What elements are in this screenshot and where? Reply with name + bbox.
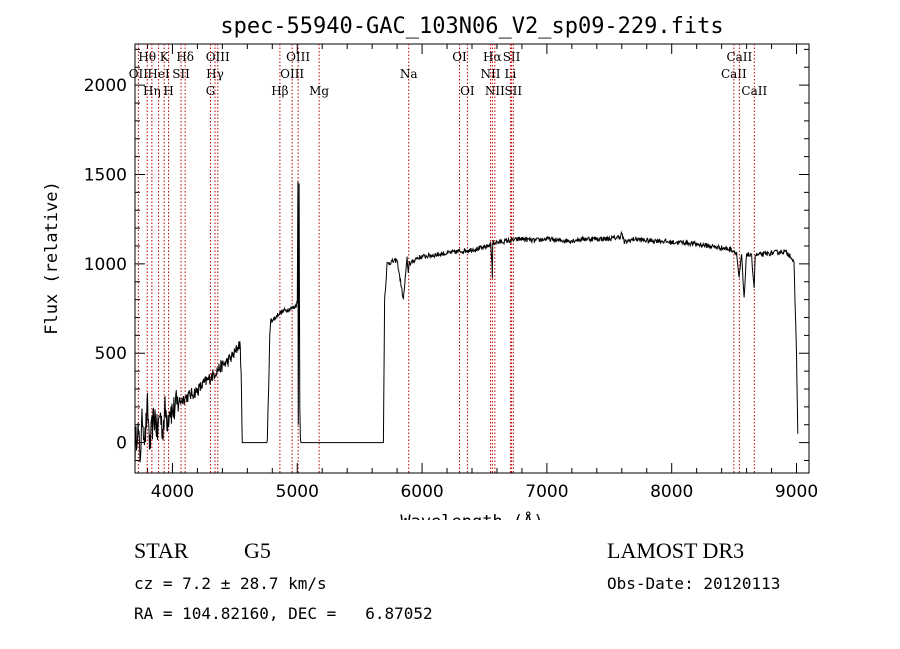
spectral-line-label: SII xyxy=(172,67,190,81)
spectral-line-label: CaII xyxy=(741,84,767,98)
spectral-line-label: Hη xyxy=(143,84,161,98)
spectral-line-label: NII xyxy=(480,67,500,81)
flux-series xyxy=(134,181,799,465)
spectral-line-label: HeI xyxy=(147,67,170,81)
spectral-line-label: OI xyxy=(460,84,475,98)
x-tick-label: 7000 xyxy=(525,482,568,502)
x-tick-label: 9000 xyxy=(775,482,818,502)
spectrum-chart: spec-55940-GAC_103N06_V2_sp09-229.fits 4… xyxy=(42,14,818,520)
y-tick-label: 1500 xyxy=(84,165,127,185)
y-tick-label: 1000 xyxy=(84,255,127,275)
redshift-cz: cz = 7.2 ± 28.7 km/s xyxy=(134,574,327,593)
y-tick-label: 0 xyxy=(116,434,127,454)
spectral-line-label: Mg xyxy=(309,84,329,98)
chart-title: spec-55940-GAC_103N06_V2_sp09-229.fits xyxy=(220,14,723,39)
x-tick-label: 6000 xyxy=(400,482,443,502)
y-tick-label: 500 xyxy=(95,344,127,364)
spectral-line-label: NII xyxy=(485,84,505,98)
spectral-line-label: Hγ xyxy=(206,67,224,81)
y-tick-label: 2000 xyxy=(84,76,127,96)
x-tick-label: 5000 xyxy=(276,482,319,502)
plot-frame xyxy=(134,43,810,474)
object-subclass: G5 xyxy=(244,538,271,563)
spectral-line-label: Hθ xyxy=(138,50,156,64)
spectral-line-label: CaII xyxy=(726,50,752,64)
x-tick-label: 4000 xyxy=(151,482,194,502)
x-axis-label: Wavelength (Å) xyxy=(400,510,543,520)
spectral-line-label: OIII xyxy=(280,67,304,81)
observation-date: Obs-Date: 20120113 xyxy=(607,574,781,593)
object-class: STAR xyxy=(134,538,189,563)
flux-line xyxy=(134,181,799,465)
chart-axes: 4000 5000 6000 7000 8000 9000 0 500 1000 1500 2000 xyxy=(84,43,818,502)
spectral-line-label: OII xyxy=(129,67,149,81)
spectral-line-label: OIII xyxy=(286,50,310,64)
x-tick-label: 8000 xyxy=(650,482,693,502)
spectral-line-label: OI xyxy=(452,50,467,64)
spectral-line-label: H xyxy=(163,84,173,98)
spectral-line-label: K xyxy=(160,50,170,64)
spectral-line-label: Hβ xyxy=(271,84,288,98)
spectral-line-label: G xyxy=(206,84,216,98)
spectral-line-label: Hα xyxy=(483,50,502,64)
spectral-line-label: SII xyxy=(504,84,522,98)
spectral-line-markers: Hθ OII Hη HeI K H SII Hδ OIII Hγ G Hβ OIII OIII Mg Na OI… xyxy=(129,44,767,473)
coordinates: RA = 104.82160, DEC = 6.87052 xyxy=(134,604,433,623)
survey-name: LAMOST DR3 xyxy=(607,538,745,563)
spectral-line-label: OIII xyxy=(206,50,230,64)
spectral-line-label: SII xyxy=(503,50,521,64)
spectral-line-label: CaII xyxy=(721,67,747,81)
spectral-line-label: Li xyxy=(505,67,517,81)
spectral-line-label: Hδ xyxy=(176,50,194,64)
y-axis-label: Flux (relative) xyxy=(42,181,62,335)
spectral-line-label: Na xyxy=(400,67,418,81)
